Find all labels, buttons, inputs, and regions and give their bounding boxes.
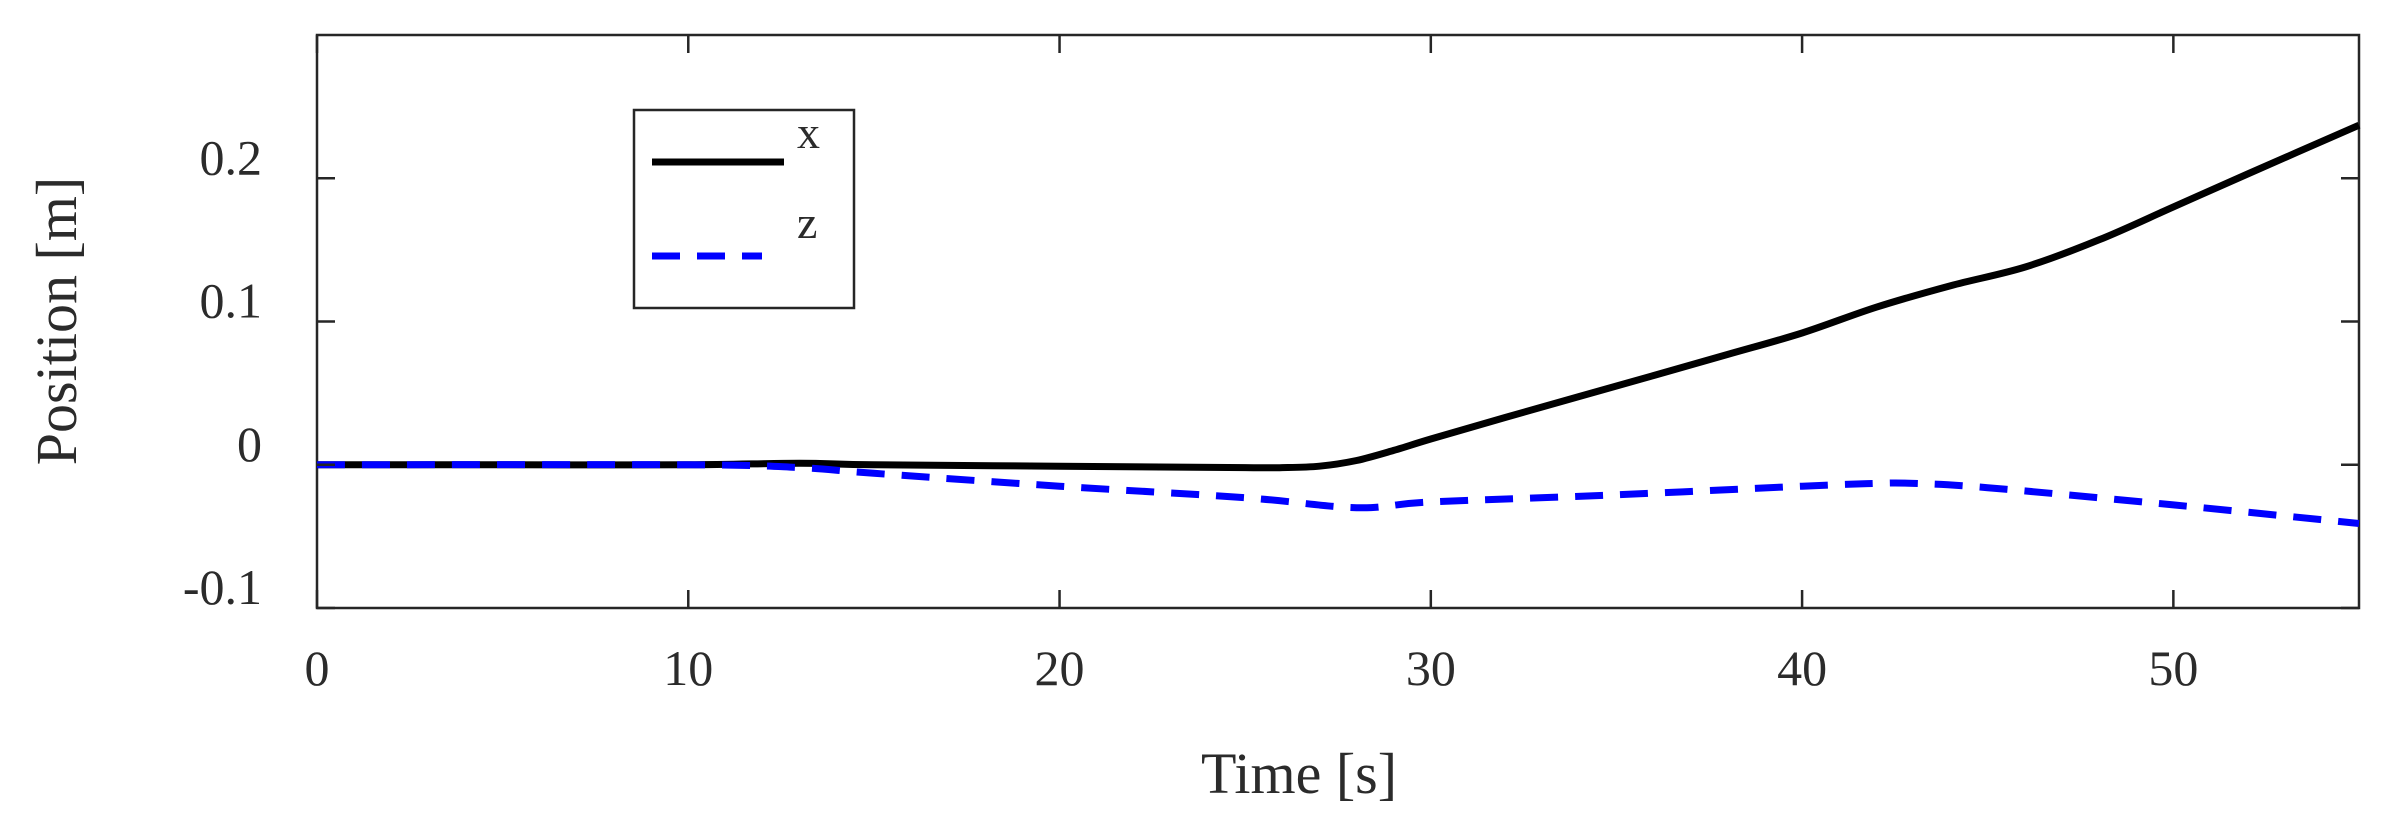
x-axis-title: Time [s] [1201, 741, 1397, 806]
y-tick-label: 0.2 [200, 129, 263, 185]
x-tick-label: 30 [1406, 640, 1456, 696]
y-tick-label: 0 [237, 416, 262, 472]
legend-box [632, 108, 856, 310]
legend: x z [632, 107, 856, 310]
x-tick-labels: 0 10 20 30 40 50 [305, 640, 2199, 696]
x-tick-label: 50 [2148, 640, 2198, 696]
plot-area [315, 33, 2361, 610]
x-tick-label: 0 [305, 640, 330, 696]
tick-layer [315, 35, 2359, 610]
series-line-x [317, 121, 2361, 472]
legend-label-x: x [797, 107, 820, 158]
legend-label-z: z [797, 197, 817, 248]
x-tick-label: 40 [1777, 640, 1827, 696]
y-tick-labels: -0.1 0 0.1 0.2 [183, 129, 262, 615]
y-tick-label: -0.1 [183, 559, 262, 615]
x-tick-label: 10 [663, 640, 713, 696]
series-line-z [316, 461, 2360, 527]
x-tick-label: 20 [1035, 640, 1085, 696]
y-tick-label: 0.1 [200, 273, 263, 329]
plot-frame [315, 33, 2361, 610]
y-axis-title: Position [m] [24, 177, 89, 465]
series-layer [316, 121, 2361, 527]
